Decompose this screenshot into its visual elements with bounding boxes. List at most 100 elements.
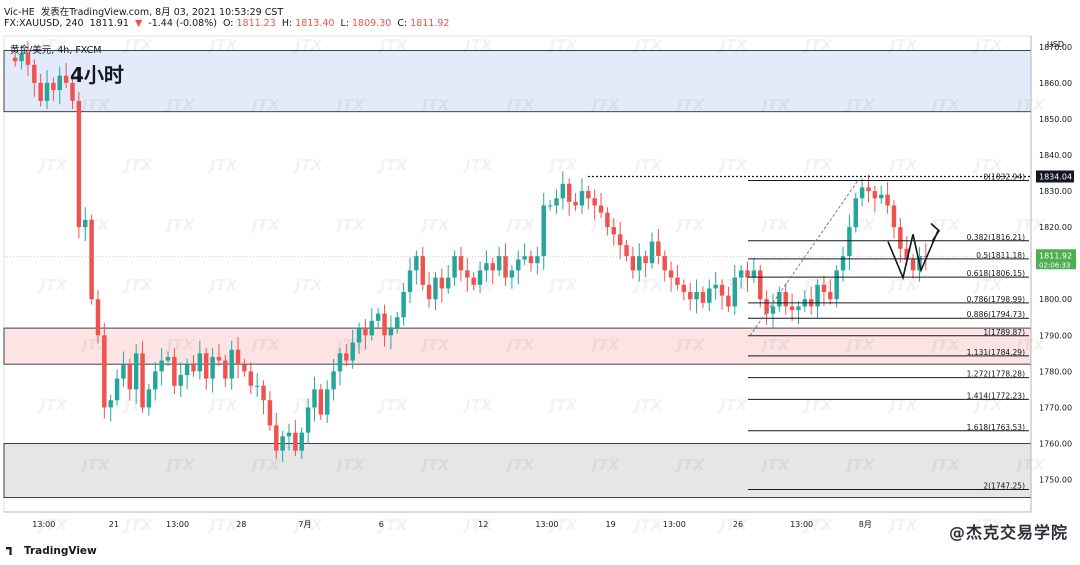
watermark-text: JTX [249,216,281,234]
watermark-text: JTX [419,336,451,354]
candle-body [866,187,871,192]
y-tick-label: 1780.00 [1039,367,1072,376]
candle-body [490,263,496,271]
candle-body [496,255,502,271]
last-price: 1811.91 [89,18,129,29]
watermark-text: JTX [632,516,664,534]
fib-label: 0.382(1816.21) [967,233,1025,242]
x-tick-label: 13:00 [32,520,55,529]
candle-body [885,194,890,206]
account-watermark: @杰克交易学院 [948,523,1068,542]
candle-body [484,263,489,271]
watermark-text: JTX [929,456,961,474]
watermark-text: JTX [249,456,281,474]
watermark-text: JTX [674,216,706,234]
open-label: O: [222,18,234,29]
candle-body [401,292,406,318]
candle-body [770,306,776,314]
watermark-text: JTX [377,276,409,294]
candle-body [153,371,158,390]
candle-body [834,270,839,300]
high-level-label: 1834.04 [1039,172,1072,181]
candle-body [407,270,413,293]
candle-body [547,205,553,207]
tradingview-brand-text: TradingView [24,545,97,557]
candle-body [203,353,209,379]
open-value: 1811.23 [236,18,276,29]
watermark-text: JTX [164,96,196,114]
watermark-text: JTX [547,276,579,294]
candle-body [891,205,897,228]
fib-label: 0.5(1811.18) [976,251,1025,260]
candle-body [286,432,292,437]
candle-body [452,255,457,278]
candle-body [108,400,113,408]
zone-gray [3,443,1032,498]
candle-body [375,313,381,321]
candle-body [165,356,171,361]
watermark-text: JTX [887,276,919,294]
watermark-text: JTX [717,156,749,174]
candle-body [656,241,661,256]
timeframe-annotation: 4小时 [70,63,124,87]
candle-body [127,364,133,390]
watermark-text: JTX [844,336,876,354]
watermark-text: JTX [377,516,409,534]
candle-body [395,317,400,329]
symbol-label: FX:XAUUSD, 240 [4,18,84,29]
candle-body [254,385,260,387]
candle-body [229,349,234,379]
watermark-text: JTX [292,156,324,174]
x-tick-label: 13:00 [166,520,189,529]
fib-trend-line [749,180,859,337]
tradingview-brand: TradingView [6,545,97,557]
candle-body [363,328,368,336]
candle-body [687,292,693,300]
candle-body [560,183,566,199]
y-tick-label: 1840.00 [1039,151,1072,160]
watermark-text: JTX [207,396,239,414]
watermark-text: JTX [589,456,621,474]
candle-body [605,212,610,228]
watermark-text: JTX [1014,216,1046,234]
candle-body [63,75,69,83]
watermark-text: JTX [504,456,536,474]
candle-body [267,400,273,426]
price-change: -1.44 (-0.08%) [148,18,217,29]
candle-body [95,299,101,336]
candle-body [910,259,916,271]
watermark-text: JTX [1014,336,1046,354]
x-tick-label: 21 [109,520,119,529]
watermark-text: JTX [972,396,1004,414]
candle-body [140,353,145,408]
x-tick-label: 13:00 [535,520,558,529]
forecast-path [887,230,939,281]
x-tick-label: 26 [733,520,743,529]
candle-body [305,407,311,433]
plot-area [3,35,1032,513]
watermark-text: JTX [674,456,706,474]
zone-red [3,327,1032,365]
candle-body [433,277,438,300]
fib-label: 1.272(1778.28) [967,370,1025,379]
fib-label: 0.886(1794.73) [967,310,1025,319]
candle-body [32,64,37,83]
candle-body [879,194,884,199]
watermark-text: JTX [462,36,494,54]
candle-body [726,295,731,307]
candle-body [299,432,304,451]
watermark-text: JTX [462,516,494,534]
candle-body [668,270,674,278]
watermark-text: JTX [802,396,834,414]
x-tick-label: 28 [236,520,246,529]
watermark-text: JTX [887,516,919,534]
watermark-text: JTX [1014,456,1046,474]
candle-body [503,255,508,278]
candle-body [178,374,183,386]
watermark-text: JTX [207,276,239,294]
candle-body [713,284,718,289]
candle-body [51,82,56,91]
watermark-text: JTX [759,96,791,114]
candle-body [592,198,597,206]
